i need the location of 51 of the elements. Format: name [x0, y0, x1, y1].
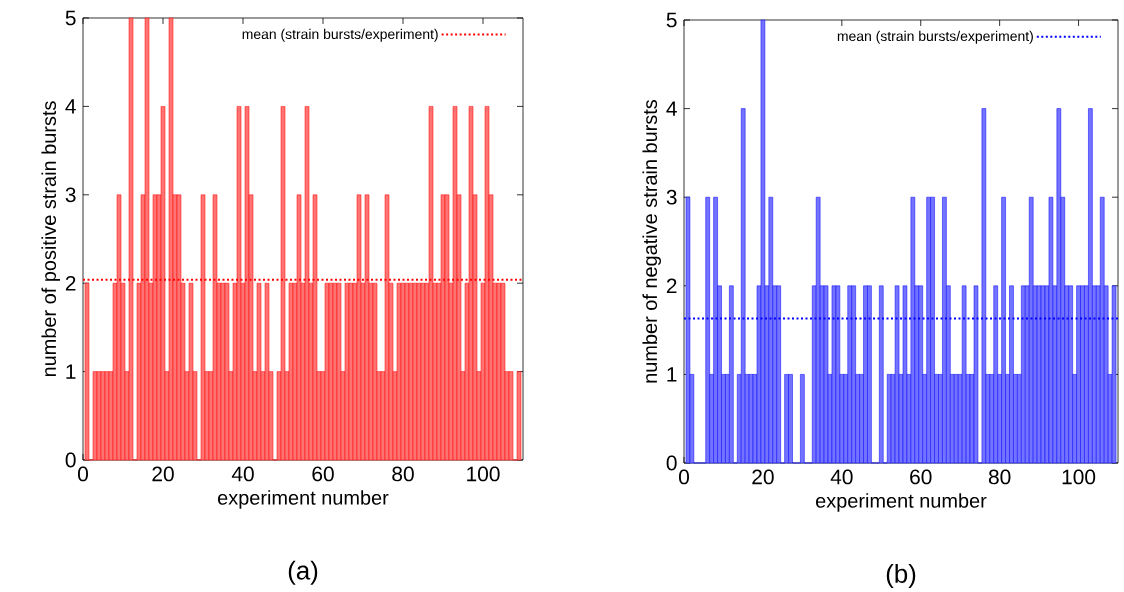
text: (a)	[288, 560, 318, 585]
y-tick-label: 5	[65, 10, 76, 26]
bar	[256, 282, 262, 461]
x-tick-label: 40	[231, 466, 254, 482]
bar	[104, 371, 110, 461]
bar	[188, 282, 194, 461]
y-tick-label: 1	[667, 367, 677, 382]
y-tick-label: 4	[65, 99, 76, 114]
bar	[224, 282, 230, 461]
y-axis-title: number of negative strain bursts	[642, 99, 662, 383]
y-tick-label: 4	[666, 101, 677, 116]
bar	[748, 374, 754, 464]
x-tick-label: 80	[988, 469, 1011, 485]
x-tick-label: 0	[679, 469, 689, 485]
y-tick-label: 0	[666, 455, 677, 471]
bar	[516, 371, 522, 461]
bar	[788, 374, 793, 464]
bar	[92, 371, 98, 461]
bar	[100, 371, 106, 461]
x-axis-title: experiment number	[816, 493, 987, 512]
y-tick-label: 2	[666, 278, 677, 294]
bar	[784, 374, 789, 464]
x-tick-label: 0	[77, 466, 88, 482]
bar	[954, 374, 959, 464]
x-tick-label: 20	[152, 466, 174, 482]
bar	[508, 371, 514, 461]
y-tick-label: 5	[666, 12, 677, 28]
bar	[500, 282, 506, 461]
x-tick-label: 100	[467, 466, 500, 482]
bar	[336, 282, 342, 461]
x-tick-label: 80	[392, 466, 414, 482]
x-tick-label: 40	[830, 469, 853, 485]
bar	[84, 282, 90, 461]
y-axis-title: number of positive strain bursts	[41, 101, 61, 377]
text: (b)	[886, 563, 916, 589]
y-tick-label: 2	[65, 275, 76, 291]
legend-label: mean (strain bursts/experiment)	[837, 30, 1033, 44]
y-tick-label: 1	[66, 364, 76, 379]
bar	[264, 282, 270, 461]
bar	[800, 374, 805, 464]
x-tick-label: 100	[1062, 469, 1096, 485]
y-tick-label: 3	[65, 187, 76, 203]
y-tick-label: 0	[65, 452, 76, 468]
y-tick-label: 3	[666, 189, 677, 205]
x-tick-label: 60	[312, 466, 334, 482]
bar	[96, 371, 102, 461]
legend-label: mean (strain bursts/experiment)	[242, 28, 438, 42]
bar	[372, 282, 378, 461]
x-tick-label: 60	[910, 469, 932, 485]
x-axis-title: experiment number	[218, 490, 389, 509]
x-tick-label: 20	[752, 469, 774, 485]
